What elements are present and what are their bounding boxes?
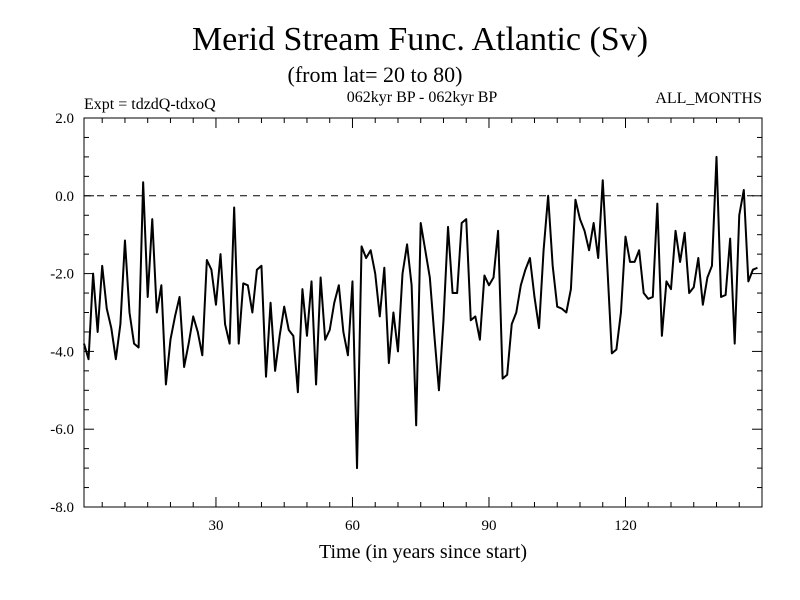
y-tick-label: -6.0 — [50, 422, 74, 438]
chart-subtitle: (from lat= 20 to 80) — [288, 62, 463, 87]
y-axis-ticks: 2.0 0.0 -2.0 -4.0 -6.0 -8.0 — [50, 111, 762, 516]
months-label: ALL_MONTHS — [655, 90, 762, 107]
plot-frame — [83, 117, 763, 508]
x-axis-label: Time (in years since start) — [319, 541, 527, 563]
x-axis-ticks: 30 60 90 120 — [101, 118, 763, 534]
experiment-label: Expt = tdzdQ-tdxoQ — [84, 96, 216, 113]
x-tick-label: 120 — [614, 518, 637, 534]
series-line — [83, 155, 758, 470]
chart-title: Merid Stream Func. Atlantic (Sv) — [192, 21, 648, 58]
period-label: 062kyr BP - 062kyr BP — [347, 89, 498, 106]
x-tick-label: 30 — [208, 518, 223, 534]
y-tick-label: 0.0 — [55, 189, 74, 205]
y-tick-label: 2.0 — [55, 111, 74, 127]
x-tick-label: 90 — [481, 518, 496, 534]
y-tick-label: -4.0 — [50, 344, 74, 360]
y-tick-label: -2.0 — [50, 267, 74, 283]
x-tick-label: 60 — [345, 518, 360, 534]
y-tick-label: -8.0 — [50, 500, 74, 516]
